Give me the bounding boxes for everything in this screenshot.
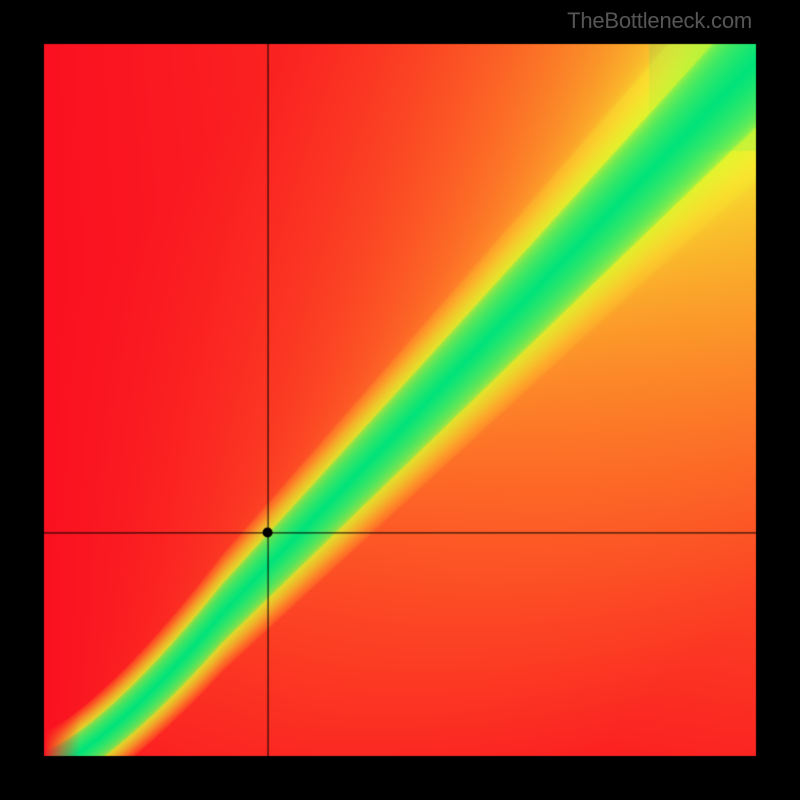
heatmap-canvas	[0, 0, 800, 800]
watermark-text: TheBottleneck.com	[567, 8, 752, 34]
chart-container: TheBottleneck.com	[0, 0, 800, 800]
